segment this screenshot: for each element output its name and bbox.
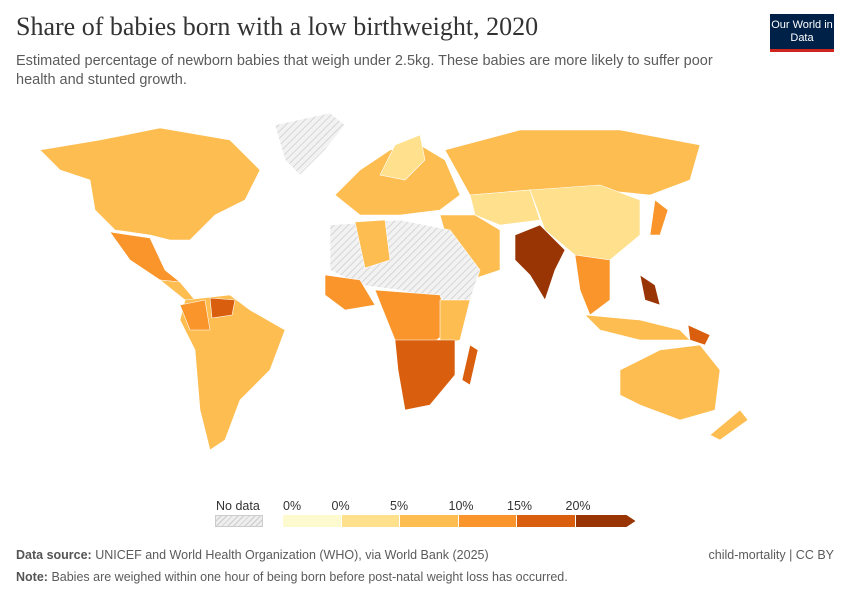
region-philippines[interactable] [639, 274, 661, 306]
legend-swatch[interactable] [458, 515, 517, 527]
subtitle: Estimated percentage of newborn babies t… [16, 53, 713, 88]
legend-swatch[interactable] [517, 515, 576, 527]
region-colombia[interactable] [179, 299, 211, 331]
region-indonesia[interactable] [584, 314, 691, 341]
region-south-america[interactable] [179, 294, 286, 451]
region-greenland[interactable] [274, 112, 346, 176]
region-southeast-asia[interactable] [574, 254, 611, 316]
owid-logo[interactable]: Our World in Data [770, 14, 834, 52]
region-algeria[interactable] [354, 219, 391, 269]
region-india[interactable] [514, 224, 566, 301]
region-new-zealand[interactable] [709, 409, 749, 441]
region-papua[interactable] [687, 324, 711, 346]
region-central-africa[interactable] [374, 289, 451, 346]
page-title: Share of babies born with a low birthwei… [16, 12, 539, 41]
legend-bin-label: 10% [448, 499, 474, 513]
region-russia[interactable] [444, 129, 701, 196]
region-australia[interactable] [619, 344, 721, 421]
note: Note: Babies are weighed within one hour… [16, 570, 568, 584]
legend-bin-label: 15% [507, 499, 533, 513]
data-source: Data source: UNICEF and World Health Org… [16, 548, 489, 562]
region-madagascar[interactable] [461, 344, 479, 386]
legend-bin-label: 0% [283, 499, 302, 513]
legend-bin-label: 5% [390, 499, 409, 513]
legend-swatch[interactable] [283, 515, 342, 527]
legend-bin-label: 0% [331, 499, 350, 513]
region-north-america[interactable] [39, 127, 261, 241]
region-china[interactable] [529, 184, 641, 261]
region-scandinavia[interactable] [379, 134, 426, 181]
legend-swatch[interactable] [341, 515, 400, 527]
legend-bin-label: 20% [565, 499, 591, 513]
region-west-africa[interactable] [324, 274, 376, 311]
region-central-asia[interactable] [469, 189, 541, 226]
region-japan[interactable] [649, 199, 669, 236]
region-southern-africa[interactable] [394, 339, 456, 411]
world-map[interactable] [0, 105, 850, 485]
license[interactable]: child-mortality | CC BY [708, 548, 835, 562]
region-east-africa[interactable] [439, 299, 471, 346]
legend-swatch[interactable] [400, 515, 459, 527]
region-central-america[interactable] [159, 279, 196, 301]
region-venezuela[interactable] [209, 297, 236, 319]
region-europe[interactable] [334, 144, 461, 216]
legend-no-data-label: No data [216, 499, 260, 513]
legend-swatch[interactable] [575, 515, 636, 527]
legend-no-data-swatch[interactable] [215, 515, 263, 527]
